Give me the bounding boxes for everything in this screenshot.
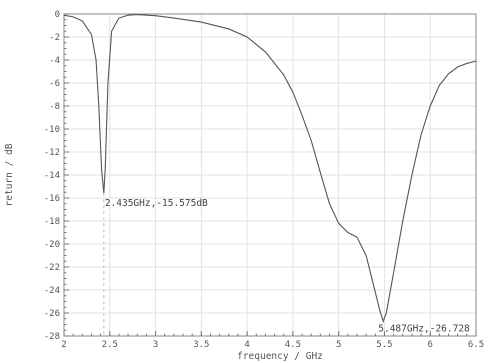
x-tick-label: 2.5 — [102, 340, 118, 350]
y-tick-labels: 0 -2 -4 -6 -8 -10 -12 -14 -16 -18 -20 -22 -24 -26 -28 — [44, 10, 60, 342]
y-tick-label: -4 — [49, 56, 60, 66]
y-tick-label: -10 — [44, 125, 60, 135]
x-tick-label: 5 — [336, 340, 341, 350]
grid-lines — [63, 13, 477, 337]
x-tick-label: 6 — [428, 340, 433, 350]
y-tick-label: 0 — [55, 10, 60, 20]
y-tick-label: -2 — [49, 33, 60, 43]
x-tick-label: 6.5 — [468, 340, 484, 350]
return-loss-curve — [63, 14, 477, 324]
x-tick-label: 3.5 — [193, 340, 209, 350]
y-tick-label: -12 — [44, 148, 60, 158]
y-axis-title: return / dB — [4, 143, 15, 206]
axis-ticks — [63, 13, 477, 337]
y-tick-label: -20 — [44, 240, 60, 250]
y-tick-label: -24 — [44, 286, 60, 296]
x-tick-label: 4.5 — [285, 340, 301, 350]
x-axis-title: frequency / GHz — [237, 351, 323, 362]
x-tick-label: 2 — [61, 340, 66, 350]
y-tick-label: -28 — [44, 332, 60, 342]
x-tick-label: 5.5 — [376, 340, 392, 350]
y-tick-label: -14 — [44, 171, 60, 181]
y-tick-label: -8 — [49, 102, 60, 112]
marker-label: 2.435GHz,-15.575dB — [105, 198, 208, 209]
x-tick-label: 3 — [153, 340, 158, 350]
x-tick-label: 4 — [244, 340, 249, 350]
minimum-label: 5.487GHz,-26.728 — [378, 323, 470, 334]
y-tick-label: -18 — [44, 217, 60, 227]
x-tick-labels: 2 2.5 3 3.5 4 4.5 5 5.5 6 6.5 — [61, 340, 484, 350]
y-tick-label: -26 — [44, 309, 60, 319]
y-tick-label: -16 — [44, 194, 60, 204]
y-tick-label: -22 — [44, 263, 60, 273]
y-tick-label: -6 — [49, 79, 60, 89]
